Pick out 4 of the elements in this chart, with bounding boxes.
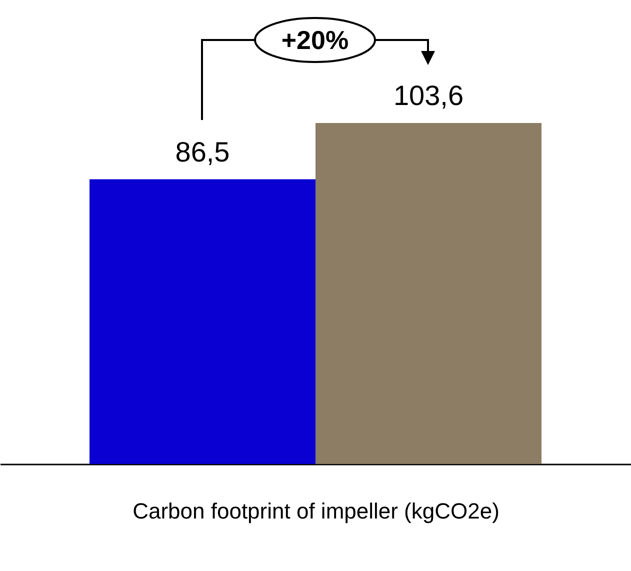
data-label: 86,5 — [175, 136, 230, 168]
text: +20% — [281, 25, 349, 55]
x-axis-title: Carbon footprint of impeller (kgCO2e) — [132, 498, 500, 524]
data-label: 103,6 — [393, 80, 464, 111]
